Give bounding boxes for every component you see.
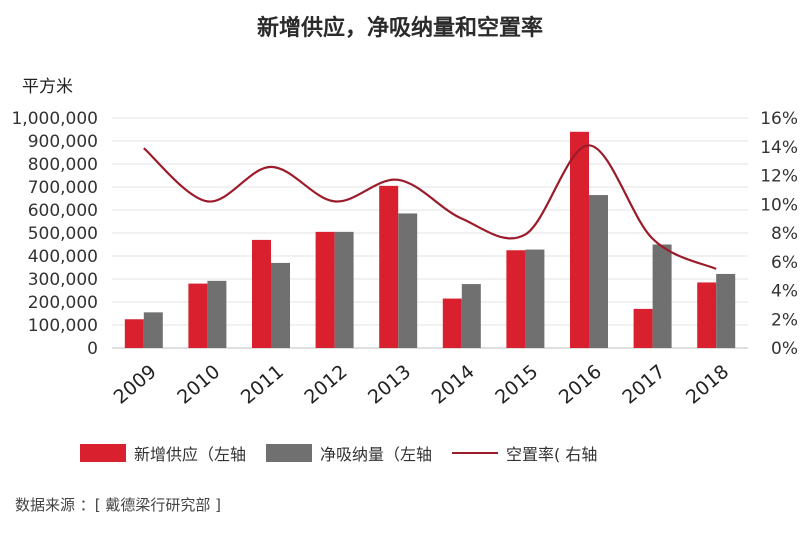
bar-supply bbox=[697, 282, 717, 348]
right-axis-tick-label: 6% bbox=[771, 253, 798, 273]
left-axis-tick-label: 700,000 bbox=[28, 178, 98, 198]
chart-canvas: 0 100,000 200,000 300,000 400,000 500,000 600,… bbox=[11, 109, 798, 409]
bar-absorption bbox=[143, 312, 163, 348]
bar-supply bbox=[633, 308, 653, 348]
legend-item-absorption: 净吸纳量（左轴 bbox=[266, 441, 432, 465]
x-axis-tick-label: 2009 bbox=[110, 361, 161, 409]
left-axis-tick-label: 0 bbox=[87, 339, 98, 359]
bar-supply bbox=[315, 231, 335, 348]
x-axis-tick-label: 2011 bbox=[237, 361, 288, 409]
left-axis-unit: 平方米 bbox=[22, 77, 73, 97]
legend-label-absorption: 净吸纳量（左轴 bbox=[320, 445, 433, 464]
legend-item-supply: 新增供应（左轴 bbox=[80, 441, 246, 465]
left-axis-tick-label: 300,000 bbox=[28, 270, 98, 290]
x-axis-tick-label: 2012 bbox=[300, 361, 351, 409]
x-axis-tick-label: 2017 bbox=[618, 361, 669, 409]
x-axis-tick-label: 2015 bbox=[491, 361, 542, 409]
bar-absorption bbox=[398, 213, 418, 348]
x-axis-tick-label: 2016 bbox=[555, 361, 606, 409]
bar-absorption bbox=[525, 249, 545, 348]
right-axis-tick-label: 12% bbox=[760, 167, 798, 187]
bar-absorption bbox=[271, 262, 290, 348]
right-axis-tick-label: 14% bbox=[760, 138, 798, 158]
x-axis-tick-label: 2018 bbox=[682, 361, 733, 409]
legend-label-supply: 新增供应（左轴 bbox=[134, 445, 247, 464]
bar-supply bbox=[570, 131, 589, 348]
bar-absorption bbox=[207, 280, 227, 348]
legend-swatch-absorption bbox=[266, 444, 313, 462]
bar-supply bbox=[124, 319, 144, 348]
bar-absorption bbox=[461, 284, 481, 348]
bar-supply bbox=[442, 298, 462, 348]
left-axis-tick-label: 1,000,000 bbox=[11, 109, 98, 129]
left-axis-tick-label: 800,000 bbox=[28, 155, 98, 175]
bar-absorption bbox=[334, 231, 354, 348]
bar-absorption bbox=[589, 195, 608, 348]
left-axis-tick-label: 500,000 bbox=[28, 224, 98, 244]
vacancy-line bbox=[143, 144, 717, 270]
chart-title: 新增供应，净吸纳量和空置率 bbox=[256, 16, 543, 41]
left-axis-tick-label: 200,000 bbox=[28, 293, 98, 313]
left-axis-tick-label: 900,000 bbox=[28, 132, 98, 152]
legend-label-vacancy: 空置率( 右轴 bbox=[506, 445, 598, 464]
right-axis-tick-label: 2% bbox=[771, 310, 798, 330]
legend: 新增供应（左轴 净吸纳量（左轴 空置率( 右轴 bbox=[80, 440, 617, 466]
legend-swatch-vacancy bbox=[452, 452, 499, 454]
source-note: 数据来源 ：[ 戴德梁行研究部 ] bbox=[15, 496, 222, 514]
bar-supply bbox=[188, 283, 208, 348]
legend-swatch-supply bbox=[80, 444, 126, 462]
bar-supply bbox=[252, 239, 271, 348]
left-axis-tick-label: 600,000 bbox=[28, 201, 98, 221]
right-axis-tick-label: 0% bbox=[771, 339, 798, 359]
left-axis-tick-label: 100,000 bbox=[28, 316, 98, 336]
right-axis-tick-label: 8% bbox=[771, 224, 798, 244]
right-axis-tick-label: 10% bbox=[760, 195, 798, 215]
left-axis-tick-label: 400,000 bbox=[28, 247, 98, 267]
legend-item-vacancy: 空置率( 右轴 bbox=[452, 441, 597, 465]
x-axis-tick-label: 2014 bbox=[428, 361, 479, 409]
bar-absorption bbox=[652, 244, 672, 348]
bar-supply bbox=[506, 250, 526, 348]
right-axis-tick-label: 16% bbox=[760, 109, 798, 129]
bar-supply bbox=[379, 185, 399, 348]
bar-absorption bbox=[716, 273, 736, 348]
x-axis-tick-label: 2013 bbox=[364, 361, 415, 409]
x-axis-tick-label: 2010 bbox=[173, 361, 224, 409]
right-axis-tick-label: 4% bbox=[771, 282, 798, 302]
